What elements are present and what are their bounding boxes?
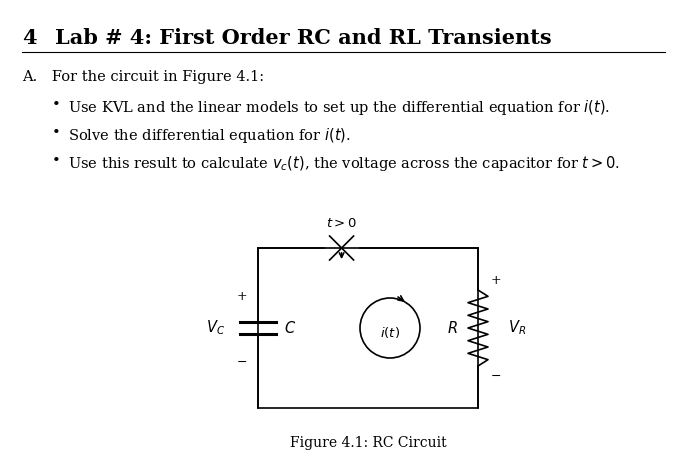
Text: Solve the differential equation for $i(t)$.: Solve the differential equation for $i(t… bbox=[68, 126, 351, 145]
Text: $R$: $R$ bbox=[447, 320, 458, 336]
Text: −: − bbox=[237, 356, 247, 368]
Text: +: + bbox=[491, 273, 502, 287]
Text: −: − bbox=[491, 370, 502, 383]
Text: Figure 4.1: RC Circuit: Figure 4.1: RC Circuit bbox=[290, 436, 447, 450]
Text: Lab # 4: First Order RC and RL Transients: Lab # 4: First Order RC and RL Transient… bbox=[55, 28, 552, 48]
Text: •: • bbox=[52, 98, 60, 112]
Text: Use this result to calculate $v_c(t)$, the voltage across the capacitor for $t >: Use this result to calculate $v_c(t)$, t… bbox=[68, 154, 620, 173]
Text: +: + bbox=[237, 289, 247, 303]
Text: A. For the circuit in Figure 4.1:: A. For the circuit in Figure 4.1: bbox=[22, 70, 264, 84]
Text: $V_R$: $V_R$ bbox=[508, 319, 526, 337]
Text: •: • bbox=[52, 154, 60, 168]
Text: Use KVL and the linear models to set up the differential equation for $i(t)$.: Use KVL and the linear models to set up … bbox=[68, 98, 610, 117]
Text: $i(t)$: $i(t)$ bbox=[380, 324, 400, 340]
Text: $V_C$: $V_C$ bbox=[206, 319, 225, 337]
Text: $t > 0$: $t > 0$ bbox=[326, 217, 357, 230]
Bar bbox=[258, 248, 478, 408]
Text: $C$: $C$ bbox=[284, 320, 296, 336]
Text: 4: 4 bbox=[22, 28, 36, 48]
Text: •: • bbox=[52, 126, 60, 140]
